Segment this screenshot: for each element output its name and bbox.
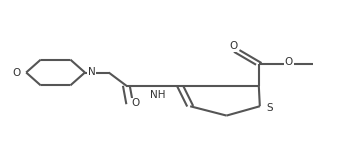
Text: O: O xyxy=(13,68,21,77)
Text: S: S xyxy=(266,103,273,113)
Text: O: O xyxy=(284,57,293,67)
Text: NH: NH xyxy=(150,90,165,100)
Text: O: O xyxy=(132,98,140,108)
Text: O: O xyxy=(229,41,237,51)
Text: N: N xyxy=(88,67,95,77)
